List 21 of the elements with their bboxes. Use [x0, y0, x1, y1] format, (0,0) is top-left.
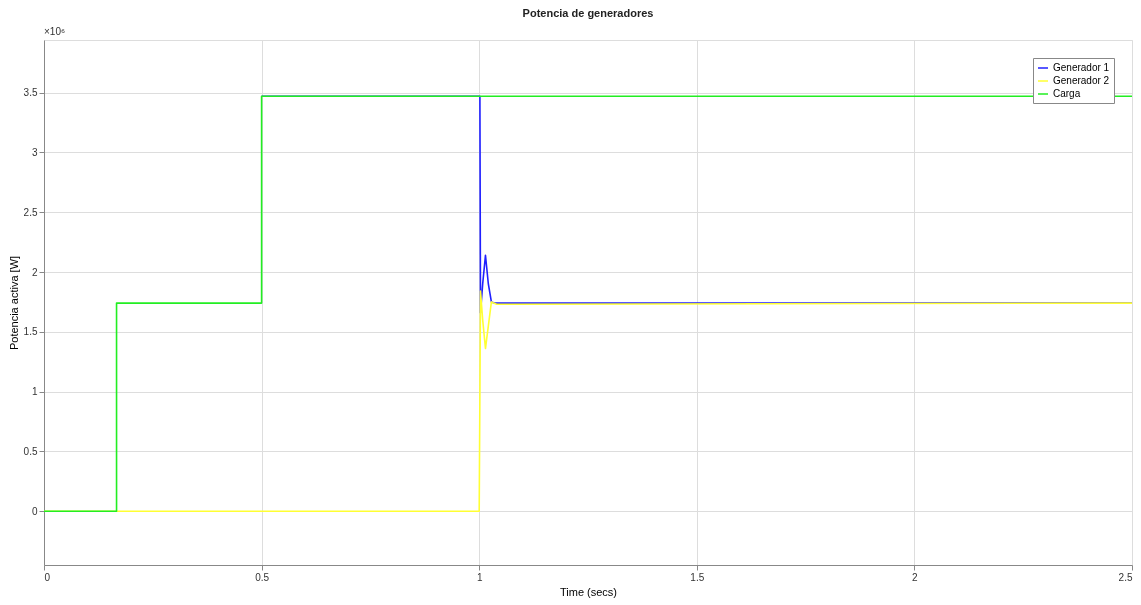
y-tick-label: 0 — [31, 505, 38, 517]
y-tick-label: 2 — [31, 266, 38, 278]
x-tick-label: 1.5 — [690, 571, 705, 583]
x-tick-label: 2.5 — [1118, 571, 1133, 583]
x-axis-title: Time (secs) — [559, 585, 618, 598]
x-tick-label: 0.5 — [255, 571, 270, 583]
y-tick-label: 2.5 — [23, 206, 38, 218]
text: ×10⁶ — [44, 26, 66, 37]
x-tick-label: 0 — [44, 571, 51, 583]
y-tick-label: 3 — [31, 146, 38, 158]
y-tick-label: 1.5 — [23, 326, 38, 338]
legend-label: Generador 1 — [1053, 62, 1110, 73]
chart-title: Potencia de generadores — [522, 7, 654, 19]
x-tick-label: 2 — [912, 571, 919, 583]
y-axis-title: Potencia activa [W] — [7, 255, 20, 351]
legend-label: Generador 2 — [1053, 75, 1110, 86]
y-tick-label: 0.5 — [23, 445, 38, 457]
legend-label: Carga — [1053, 88, 1081, 99]
y-tick-label: 3.5 — [23, 87, 38, 99]
y-tick-label: 1 — [31, 386, 38, 398]
x-tick-label: 1 — [476, 571, 483, 583]
